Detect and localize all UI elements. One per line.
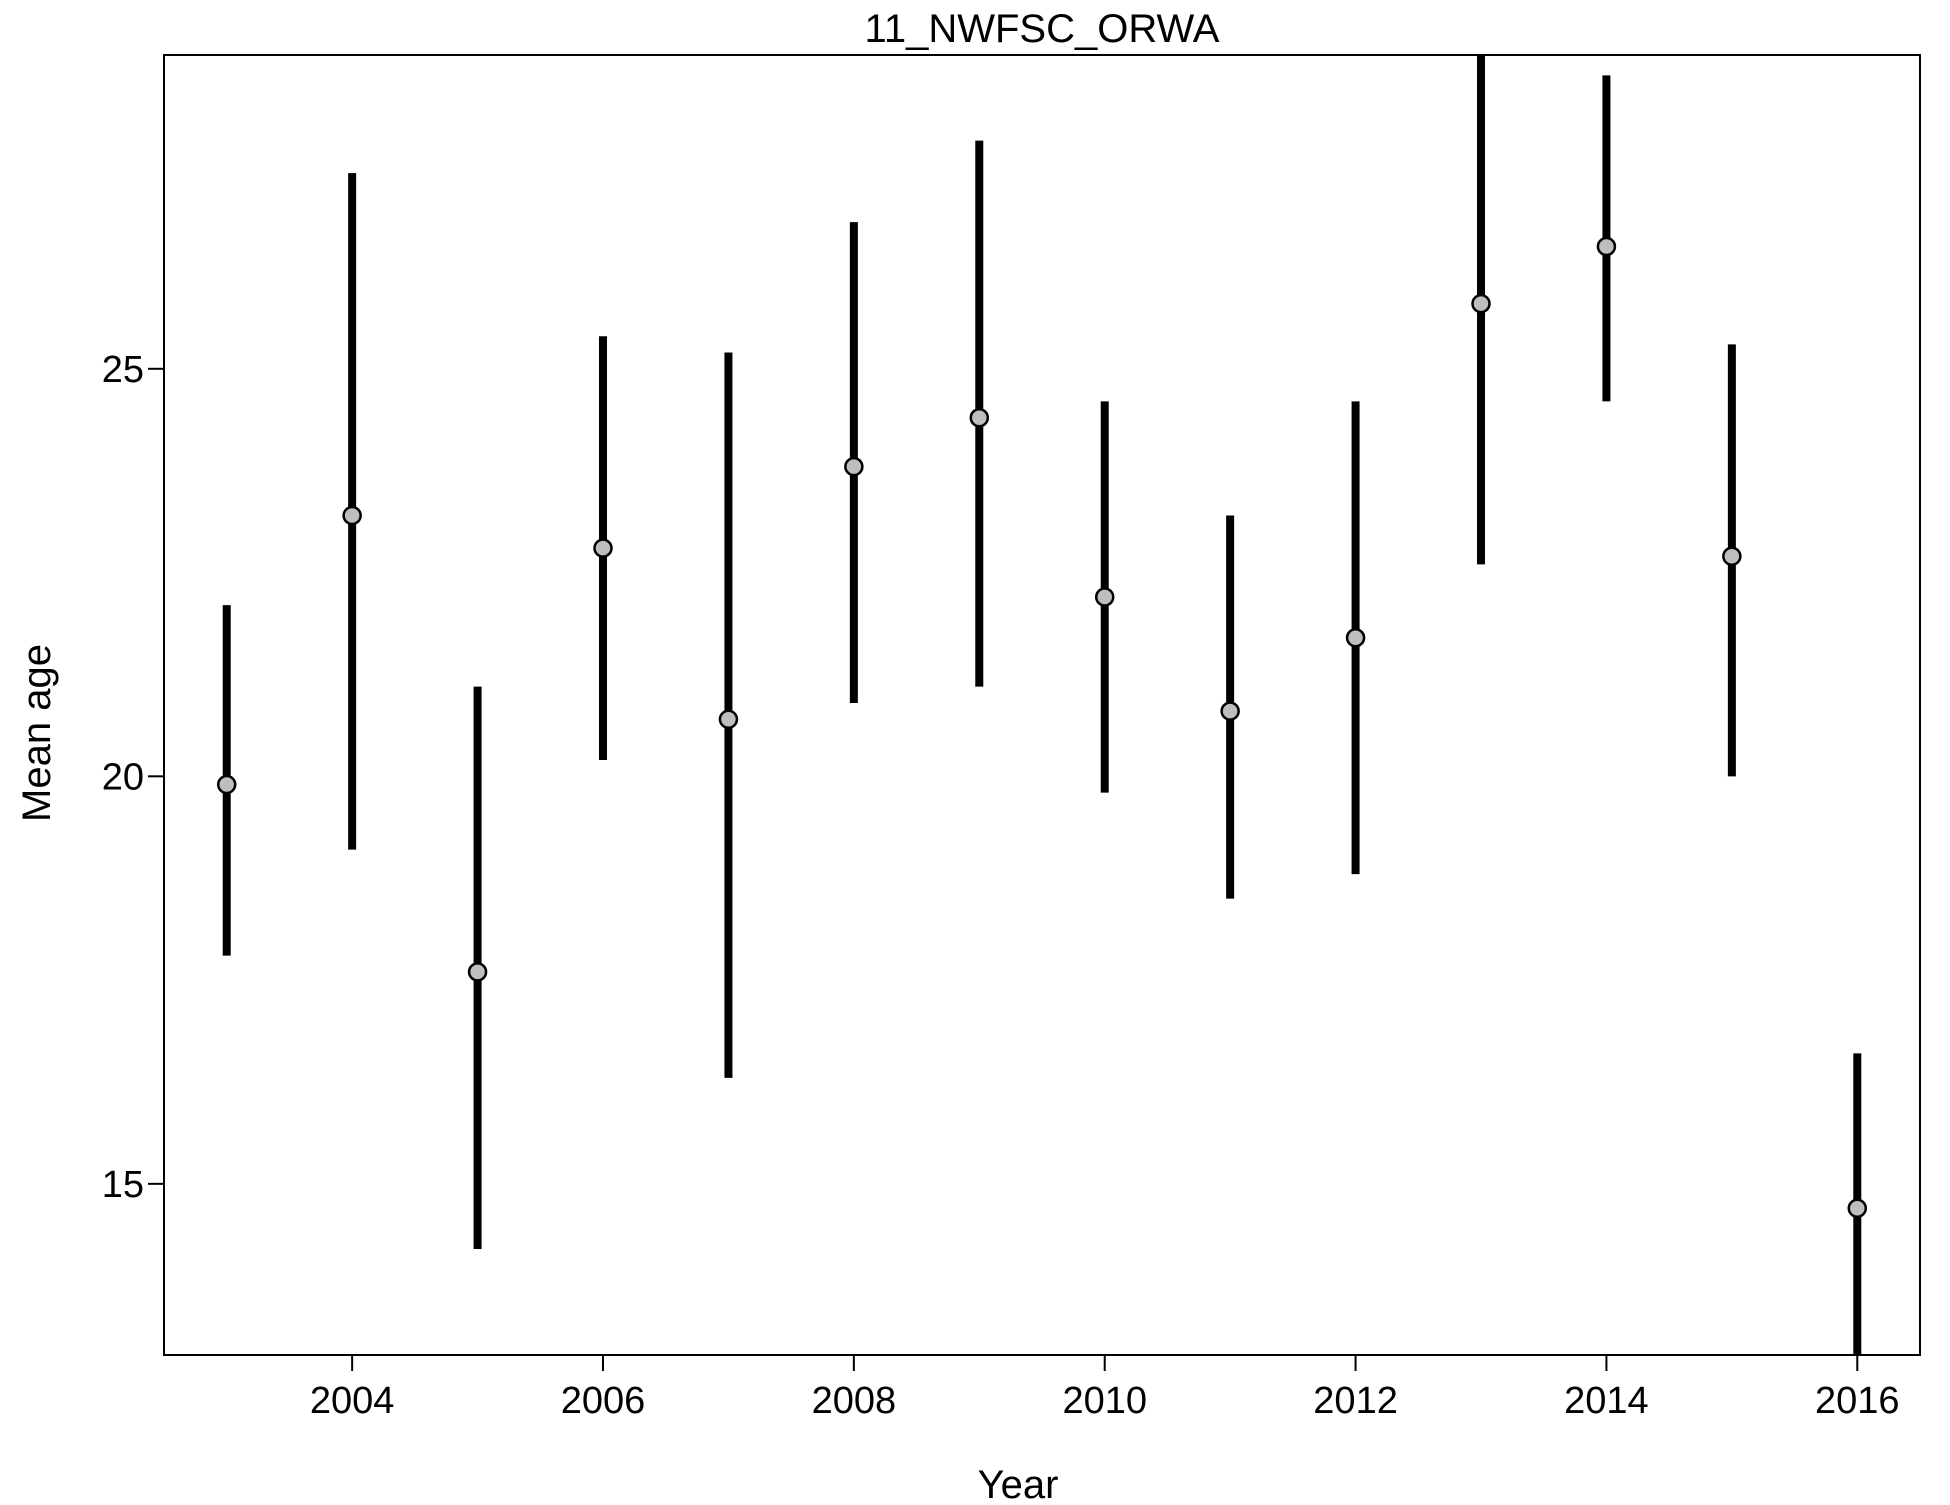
mean-points <box>216 236 1868 1219</box>
x-axis: 2004 2006 2008 2010 2012 2014 2016 <box>310 1355 1900 1422</box>
y-tick-label: 20 <box>102 756 144 798</box>
plot-frame <box>163 54 1921 1356</box>
x-tick-label: 2004 <box>310 1380 395 1422</box>
mean-point <box>1094 587 1115 607</box>
mean-point <box>1471 293 1491 314</box>
mean-point <box>342 505 362 526</box>
mean-point <box>718 709 739 730</box>
mean-point <box>969 407 990 428</box>
x-tick-label: 2008 <box>812 1380 897 1422</box>
mean-point <box>1847 1198 1868 1219</box>
mean-point <box>1345 628 1366 648</box>
y-axis: 15 20 25 <box>102 349 164 1206</box>
mean-point <box>1596 236 1617 257</box>
y-tick-label: 15 <box>102 1164 144 1206</box>
y-tick-label: 25 <box>102 349 144 391</box>
mean-point <box>1722 546 1742 567</box>
x-tick-label: 2012 <box>1313 1380 1398 1422</box>
x-axis-label: Year <box>978 1463 1059 1500</box>
x-tick-label: 2016 <box>1815 1380 1900 1422</box>
x-tick-label: 2014 <box>1564 1380 1649 1422</box>
chart-title: 11_NWFSC_ORWA <box>865 7 1220 51</box>
x-tick-label: 2006 <box>561 1380 646 1422</box>
mean-point <box>1220 701 1240 721</box>
y-axis-label: Mean age <box>15 644 59 822</box>
x-tick-label: 2010 <box>1062 1380 1147 1422</box>
mean-point <box>844 456 864 477</box>
mean-point <box>216 774 237 795</box>
mean-point <box>593 538 613 558</box>
mean-point <box>467 962 488 982</box>
